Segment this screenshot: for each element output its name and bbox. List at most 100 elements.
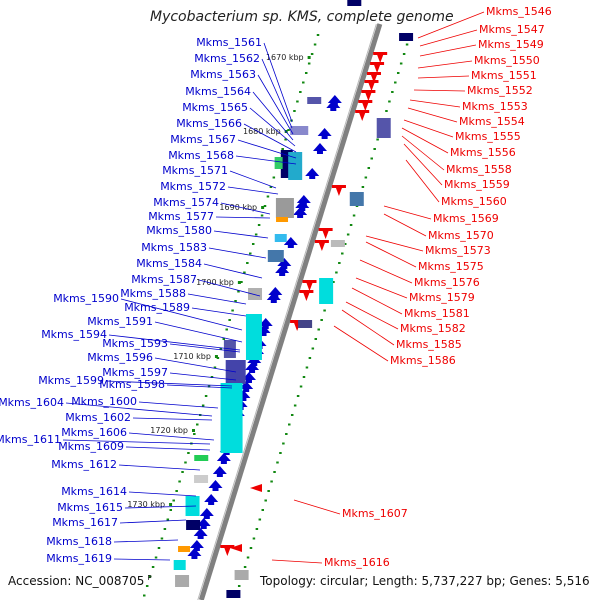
gene-label-forward: Mkms_1583 [141,241,207,254]
forward-gene-arrow [283,237,298,248]
gene-label-reverse: Mkms_1556 [450,146,516,159]
tick-dot-right [264,499,267,502]
tick-dot-right [399,62,403,65]
tick-dot-right [391,91,394,93]
kbp-tick-label: 1700 kbp [196,278,234,287]
tick-dot-left [175,490,178,492]
tick-dot-right [243,566,247,568]
label-leader-line [403,143,443,186]
gene-label-reverse: Mkms_1559 [444,178,510,191]
gene-label-reverse: Mkms_1573 [425,244,491,257]
reverse-gene-arrow [318,228,333,239]
tick-dot-left [169,509,173,511]
tick-dot-left [187,452,190,454]
tick-dot-left [157,547,161,549]
tick-dot-left [246,262,249,264]
gene-label-forward: Mkms_1572 [160,180,226,193]
tick-dot-right [246,556,250,559]
tick-dot-right [288,423,291,426]
gene-label-forward: Mkms_1599 [38,374,104,387]
tick-dot-left [234,300,237,302]
gene-label-forward: Mkms_1580 [146,224,212,237]
gene-tile [274,234,287,242]
label-leader-line [128,491,197,497]
reverse-gene-arrow [230,544,242,552]
gene-tile [173,560,186,570]
tick-dot-right [364,176,368,179]
label-leader-line [138,401,219,409]
label-leader-line [333,325,389,362]
label-leader-line [401,135,445,171]
gene-label-reverse: Mkms_1547 [479,23,545,36]
label-leader-line [227,186,279,195]
forward-gene-arrow [296,195,311,206]
label-leader-line [383,213,427,237]
forward-gene-arrow [199,508,214,519]
gene-label-reverse: Mkms_1607 [342,507,408,520]
tick-dot-left [243,271,246,274]
gene-label-reverse: Mkms_1570 [428,229,494,242]
kbp-tick-label: 1710 kbp [173,352,211,361]
reverse-gene-arrow [250,484,262,492]
tick-dot-left [231,309,234,312]
gene-label-forward: Mkms_1587 [131,273,197,286]
label-leader-line [118,464,201,471]
label-leader-line [271,559,323,564]
label-leader-line [383,205,432,220]
gene-label-reverse: Mkms_1552 [467,84,533,97]
genome-summary: Topology: circular; Length: 5,737,227 bp… [260,574,590,588]
tick-dot-right [343,243,347,245]
forward-gene-arrow [275,265,290,276]
tick-dot-right [332,281,335,283]
tick-dot-left [254,233,258,236]
forward-gene-arrow [193,528,208,539]
kbp-tick-mark [214,355,218,358]
label-leader-line [208,247,267,259]
tick-dot-left [163,528,167,530]
tick-dot-left [201,404,205,407]
gene-label-forward: Mkms_1619 [46,552,112,565]
reverse-gene-arrow [361,90,376,101]
label-leader-line [113,539,179,543]
label-leader-line [235,155,297,165]
label-leader-line [405,159,440,203]
gene-label-forward: Mkms_1562 [194,52,260,65]
label-leader-line [355,277,408,299]
tick-dot-right [346,233,350,236]
gene-label-reverse: Mkms_1551 [471,69,537,82]
gene-tile [175,575,190,587]
tick-dot-left [178,480,181,483]
tick-dot-left [228,319,231,321]
reverse-gene-arrow [314,240,329,251]
gene-tile [194,455,209,461]
forward-gene-arrow [241,372,256,383]
label-leader-line [365,235,424,252]
label-leader-line [191,307,247,317]
gene-label-forward: Mkms_1596 [87,351,153,364]
forward-gene-arrow [245,362,260,373]
gene-label-forward: Mkms_1584 [136,257,202,270]
gene-label-forward: Mkms_1602 [65,411,131,424]
reverse-gene-arrow [355,110,370,121]
kbp-tick-label: 1730 kbp [127,500,165,509]
tick-dot-left [281,148,284,150]
tick-dot-right [237,585,241,587]
label-leader-line [65,402,213,417]
tick-dot-left [193,433,196,435]
label-leader-line [166,384,233,389]
forward-gene-arrow [204,494,219,505]
tick-dot-right [349,224,353,226]
tick-dot-left [184,461,187,464]
gene-label-forward: Mkms_1589 [124,301,190,314]
gene-tile [186,520,201,530]
label-leader-line [409,99,461,108]
gene-label-reverse: Mkms_1576 [414,276,480,289]
gene-label-forward: Mkms_1598 [99,378,165,391]
tick-dot-right [314,338,318,340]
tick-dot-right [370,157,373,160]
tick-dot-left [293,110,296,112]
tick-dot-left [148,575,152,578]
tick-dot-right [270,480,273,483]
forward-gene-arrow [256,325,271,336]
